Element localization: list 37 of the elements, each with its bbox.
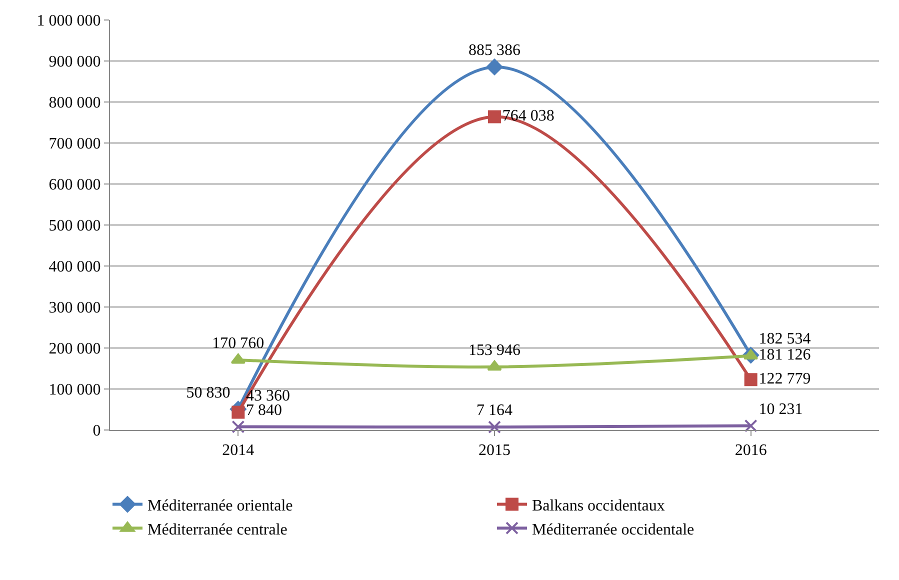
- data-label: 181 126: [758, 346, 811, 364]
- y-tick-label: 900 000: [48, 54, 101, 71]
- point: [232, 420, 245, 434]
- data-label: 7 164: [476, 402, 512, 420]
- point: [744, 419, 758, 432]
- data-label: 122 779: [758, 370, 811, 388]
- x-tick-label: 2015: [478, 442, 510, 460]
- point: [230, 353, 246, 364]
- data-label: 885 386: [468, 42, 520, 60]
- point: [487, 360, 502, 371]
- y-tick-label: 100 000: [48, 382, 101, 399]
- data-label: 170 760: [212, 335, 264, 352]
- y-tick-label: 700 000: [48, 136, 101, 153]
- data-label: 10 231: [758, 400, 803, 418]
- data-label: 182 534: [758, 330, 811, 348]
- legend-label: Balkans occidentaux: [532, 498, 665, 515]
- legend-label: Méditerranée occidentale: [532, 521, 694, 538]
- data-label: 7 840: [246, 402, 282, 419]
- legend-label: Méditerranée orientale: [148, 498, 293, 515]
- point: [488, 420, 501, 434]
- y-tick-label: 0: [92, 422, 101, 440]
- y-tick-label: 600 000: [48, 176, 101, 194]
- point: [744, 373, 758, 386]
- y-tick-label: 800 000: [48, 94, 101, 112]
- y-tick-label: 400 000: [48, 258, 101, 276]
- data-label: 153 946: [468, 342, 520, 360]
- y-tick-label: 300 000: [48, 300, 101, 317]
- data-label: 50 830: [186, 384, 230, 402]
- legend-label: Méditerranée centrale: [148, 521, 288, 538]
- point: [486, 58, 503, 76]
- point: [232, 406, 245, 419]
- point: [488, 110, 501, 124]
- y-tick-label: 200 000: [48, 340, 101, 358]
- x-tick-label: 2014: [222, 442, 254, 460]
- y-tick-label: 500 000: [48, 218, 101, 235]
- x-tick-label: 2016: [734, 442, 767, 460]
- y-tick-label: 1 000 000: [36, 12, 101, 30]
